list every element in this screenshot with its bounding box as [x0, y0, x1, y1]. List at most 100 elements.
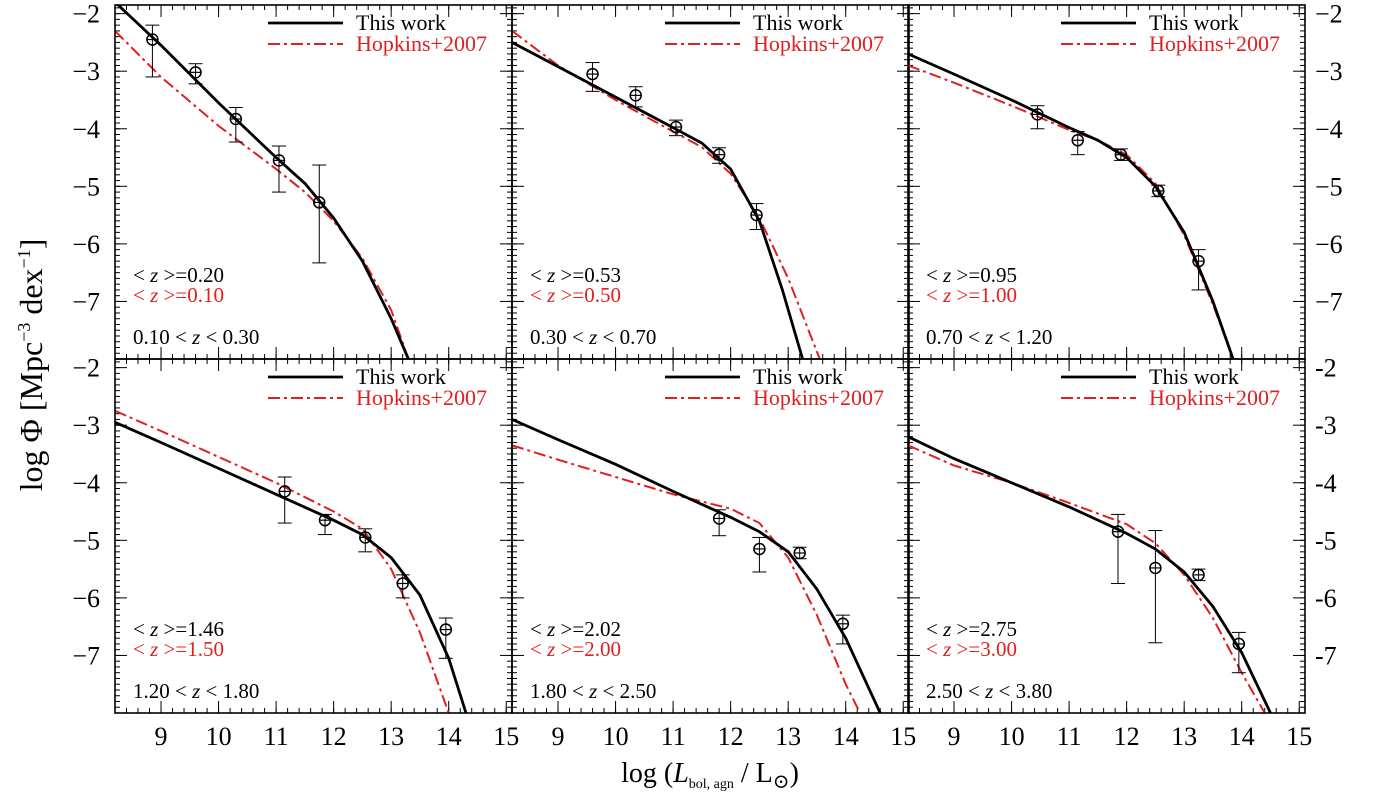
- redshift-range: 0.30 < z < 0.70: [530, 325, 656, 349]
- y-tick-label-left: −4: [72, 469, 100, 498]
- mean-z-hopkins: < z >=3.00: [926, 637, 1017, 661]
- y-tick-label-left: −5: [72, 172, 100, 201]
- data-point: [1231, 631, 1246, 674]
- this-work-curve: [512, 41, 804, 359]
- data-point: [749, 203, 764, 230]
- legend-label-this-work: This work: [753, 364, 843, 389]
- curves-group: [115, 409, 468, 713]
- x-tick-label: 9: [948, 722, 961, 751]
- legend-label-hopkins: Hopkins+2007: [356, 385, 487, 410]
- x-tick-label: 13: [1171, 722, 1197, 751]
- x-tick-label: 15: [890, 722, 916, 751]
- data-point: [712, 509, 727, 537]
- y-tick-label-left: −3: [72, 57, 100, 86]
- x-tick-label: 13: [378, 722, 404, 751]
- legend-label-this-work: This work: [1149, 364, 1239, 389]
- y-tick-label-right: −4: [1315, 115, 1343, 144]
- data-point: [668, 119, 683, 137]
- hopkins-curve: [908, 64, 1235, 359]
- legend-label-hopkins: Hopkins+2007: [1149, 385, 1280, 410]
- x-tick-label: 11: [1057, 722, 1082, 751]
- mean-z-this-work: < z >=2.75: [926, 617, 1017, 641]
- redshift-range: 0.70 < z < 1.20: [926, 325, 1052, 349]
- data-point: [358, 528, 373, 553]
- hopkins-curve: [908, 444, 1266, 713]
- data-point: [228, 106, 243, 143]
- data-point: [277, 476, 292, 524]
- data-point: [1148, 530, 1163, 644]
- legend-label-this-work: This work: [1149, 10, 1239, 35]
- this-work-curve: [116, 5, 410, 359]
- x-tick-label: 12: [718, 722, 744, 751]
- legend-label-hopkins: Hopkins+2007: [753, 31, 884, 56]
- x-tick-label: 10: [999, 722, 1025, 751]
- x-tick-label: 13: [775, 722, 801, 751]
- x-tick-label: 15: [1286, 722, 1312, 751]
- curves-group: [908, 52, 1235, 359]
- data-point: [712, 147, 727, 164]
- data-point: [1191, 249, 1206, 291]
- panel-frame: [907, 358, 1306, 714]
- x-tick-label: 10: [603, 722, 629, 751]
- mean-z-this-work: < z >=0.20: [133, 263, 224, 287]
- data-point: [318, 513, 333, 536]
- x-tick-label: 10: [206, 722, 232, 751]
- mean-z-this-work: < z >=0.95: [926, 263, 1017, 287]
- data-point: [835, 614, 850, 645]
- tick-labels: −2 −2 −3 −3 −4 −4 −5 −5 −6 −6 −7 −7 −2 -2 −3 -3 −4 -4 −5 -5…: [72, 0, 1342, 751]
- y-tick-label-right: -3: [1315, 411, 1337, 440]
- x-tick-label: 14: [1229, 722, 1255, 751]
- curves-group: [512, 418, 882, 713]
- x-tick-label: 12: [1114, 722, 1140, 751]
- mean-z-this-work: < z >=2.02: [530, 617, 621, 641]
- this-work-curve: [908, 435, 1272, 713]
- data-point: [752, 536, 767, 573]
- y-axis-label: log Φ [Mpc−3 dex−1]: [13, 239, 49, 492]
- data-point: [585, 62, 600, 92]
- data-point: [1111, 513, 1126, 584]
- hopkins-curve: [512, 30, 821, 359]
- mean-z-this-work: < z >=1.46: [133, 617, 224, 641]
- legend-label-hopkins: Hopkins+2007: [1149, 31, 1280, 56]
- y-tick-label-left: −6: [72, 584, 100, 613]
- legend-label-this-work: This work: [356, 364, 446, 389]
- y-tick-label-right: −5: [1315, 172, 1343, 201]
- y-tick-label-right: −2: [1315, 0, 1343, 29]
- y-tick-label-left: −3: [72, 411, 100, 440]
- legend-label-this-work: This work: [753, 10, 843, 35]
- data-point: [792, 546, 807, 560]
- data-point: [145, 24, 160, 78]
- hopkins-curve: [115, 409, 450, 713]
- data-point: [1191, 568, 1206, 582]
- y-tick-label-right: -7: [1315, 641, 1337, 670]
- y-tick-label-right: -6: [1315, 584, 1337, 613]
- redshift-range: 1.80 < z < 2.50: [530, 679, 656, 703]
- x-tick-label: 9: [155, 722, 168, 751]
- x-tick-label: 14: [436, 722, 462, 751]
- y-tick-label-right: −6: [1315, 230, 1343, 259]
- y-tick-label-left: −4: [72, 115, 100, 144]
- redshift-range: 0.10 < z < 0.30: [133, 325, 259, 349]
- this-work-curve: [908, 52, 1235, 359]
- x-tick-label: 14: [833, 722, 859, 751]
- legend-label-hopkins: Hopkins+2007: [356, 31, 487, 56]
- mean-z-hopkins: < z >=1.00: [926, 283, 1017, 307]
- axes-labels-group: log Φ [Mpc−3 dex−1] log (Lbol, agn / L⊙): [13, 239, 799, 793]
- mean-z-this-work: < z >=0.53: [530, 263, 621, 287]
- y-tick-label-right: -5: [1315, 526, 1337, 555]
- data-point: [188, 63, 203, 85]
- mean-z-hopkins: < z >=0.10: [133, 283, 224, 307]
- mean-z-hopkins: < z >=2.00: [530, 637, 621, 661]
- x-tick-label: 12: [321, 722, 347, 751]
- data-point: [1113, 148, 1128, 161]
